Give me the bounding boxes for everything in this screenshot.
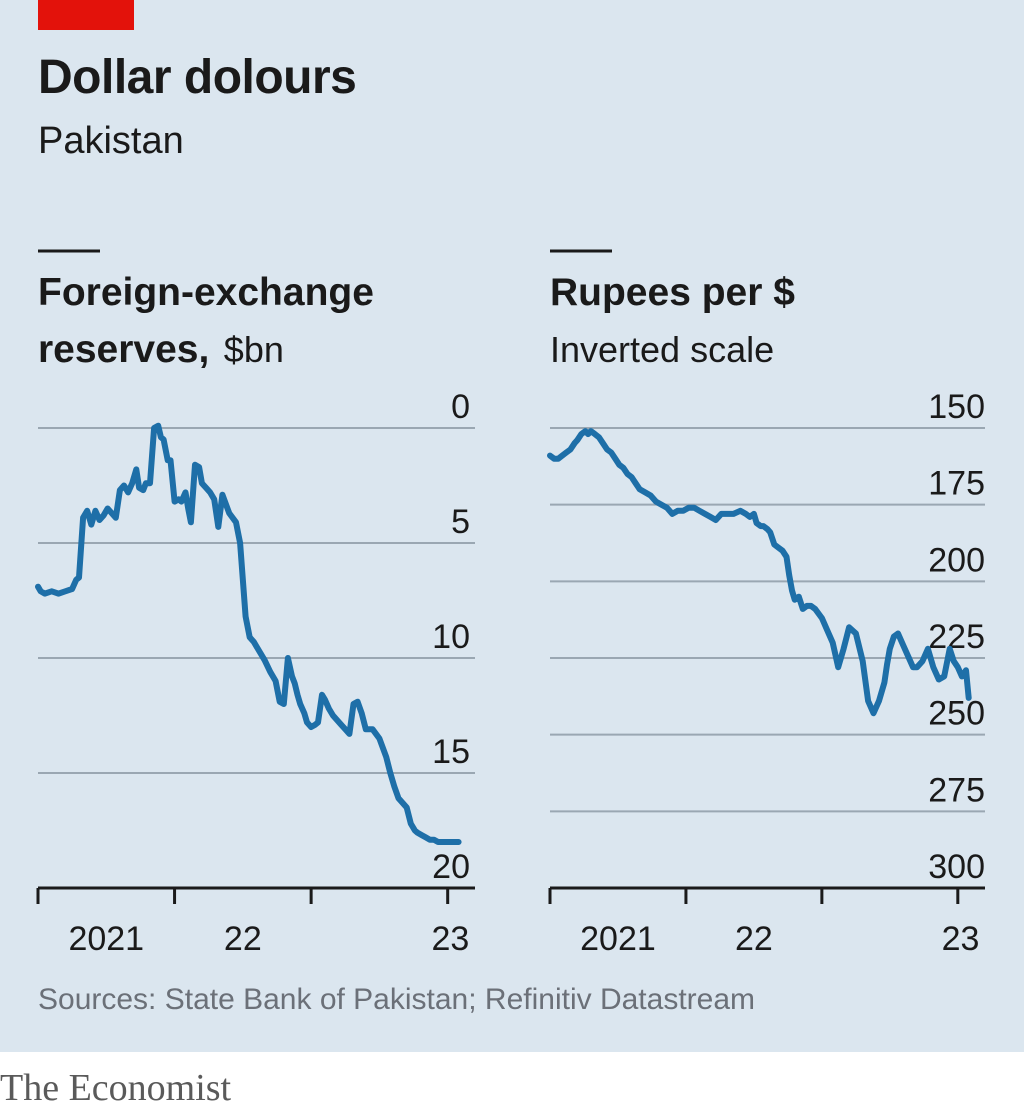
left-chart-title-second-line: reserves, — [38, 328, 209, 371]
page-title: Dollar dolours — [38, 51, 357, 104]
right-x-tick-label: 2021 — [580, 920, 656, 958]
left-y-tick-label: 0 — [451, 388, 470, 426]
left-x-tick-label: 23 — [432, 920, 470, 958]
left-x-tick-label: 2021 — [68, 920, 144, 958]
right-chart-plot: 150 175 200 225 250 275 300 2021 22 23 — [547, 388, 985, 958]
right-chart-note: Inverted scale — [550, 329, 774, 370]
left-y-tick-label: 15 — [432, 733, 470, 771]
right-y-tick-label: 250 — [928, 695, 985, 733]
chart-panel — [0, 0, 1024, 1052]
right-y-tick-label: 275 — [928, 771, 985, 809]
left-chart-title-line2: reserves, $bn — [38, 328, 284, 371]
right-y-tick-label: 200 — [928, 541, 985, 579]
left-chart-unit: $bn — [224, 329, 284, 370]
left-y-tick-label: 20 — [432, 848, 470, 886]
left-y-tick-label: 5 — [451, 503, 470, 541]
right-chart-title: Rupees per $ — [550, 271, 795, 314]
right-x-tick-label: 22 — [735, 920, 773, 958]
left-x-tick-label: 22 — [224, 920, 262, 958]
right-y-tick-label: 225 — [928, 618, 985, 656]
publisher-logo: The Economist — [0, 1067, 232, 1109]
right-y-tick-label: 150 — [928, 388, 985, 426]
left-series-line — [35, 422, 462, 845]
brand-red-tag — [38, 0, 134, 30]
left-chart-plot: 20 15 10 5 0 2021 22 23 — [35, 388, 475, 958]
left-chart-title: Foreign-exchange — [38, 271, 374, 314]
page-subtitle: Pakistan — [38, 120, 184, 162]
charts-svg: Foreign-exchange reserves, $bn Rupees pe… — [35, 249, 985, 958]
right-series-line — [547, 428, 972, 717]
right-y-tick-label: 175 — [928, 465, 985, 503]
right-y-tick-label: 300 — [928, 848, 985, 886]
right-x-tick-label: 23 — [942, 920, 980, 958]
source-note: Sources: State Bank of Pakistan; Refinit… — [38, 983, 755, 1016]
left-y-tick-label: 10 — [432, 618, 470, 656]
